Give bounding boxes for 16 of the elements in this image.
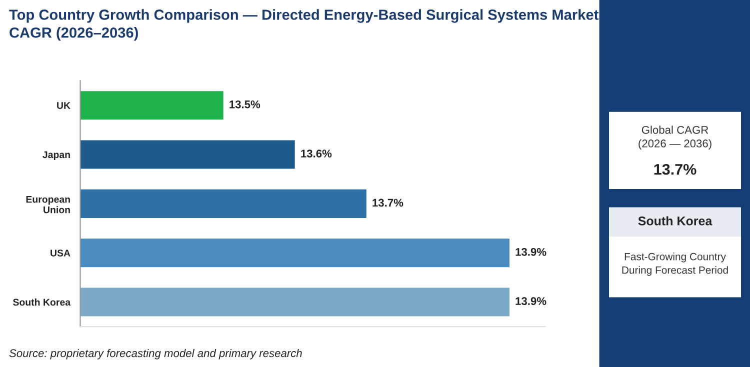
data-label: 13.5% [230,100,260,108]
text: Global CAGR (2026 — 2036) [638,126,712,150]
y-tick-label: European Union [26,196,70,214]
text: South Korea [638,216,712,226]
y-tick-label: Japan [42,151,70,160]
chart-title: Top Country Growth Comparison — Directed Energy-Based Surgical Systems Market CAGR (2026–2036) [9,9,598,41]
y-tick-label: South Korea [13,298,71,306]
data-label: 13.9% [516,248,546,256]
data-label: 13.9% [516,297,546,306]
data-label: 13.7% [372,198,404,207]
data-label: 13.6% [301,150,332,158]
source-note: Source: proprietary forecasting model and primary research [9,348,302,360]
text: 13.7% [654,164,696,175]
text: Fast-Growing Country During Forecast Period [622,252,728,276]
y-tick-label: USA [50,250,70,256]
y-tick-label: UK [57,102,70,109]
